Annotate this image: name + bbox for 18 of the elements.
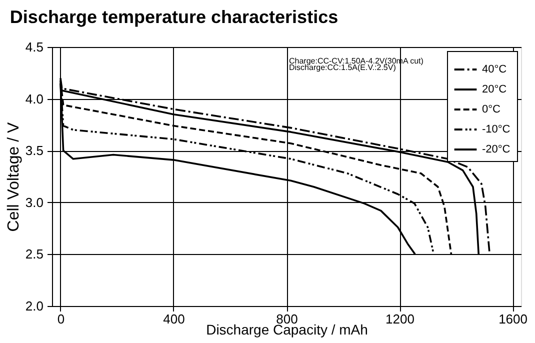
y-tick-label: 3.0 (25, 194, 44, 210)
legend-label: 20°C (482, 84, 507, 96)
y-tick-label: 4.5 (25, 40, 44, 54)
x-tick-label: 0 (57, 312, 65, 326)
legend-label: 0°C (482, 104, 501, 116)
chart-title: Discharge temperature characteristics (10, 7, 338, 27)
x-tick-label: 400 (163, 312, 185, 326)
annotation: Discharge:CC:1.5A(E.V.:2.5V) (289, 62, 396, 72)
legend-label: 40°C (482, 64, 507, 76)
legend-label: -20°C (482, 144, 510, 156)
y-tick-label: 2.5 (25, 246, 44, 262)
y-tick-label: 4.0 (25, 91, 44, 106)
legend-label: -10°C (482, 124, 510, 136)
x-tick-label: 1600 (498, 312, 528, 326)
x-tick-label: 1200 (386, 312, 414, 326)
y-tick-label: 3.5 (25, 143, 44, 158)
y-tick-label: 2.0 (25, 298, 44, 314)
y-axis-title: Cell Voltage / V (5, 122, 22, 232)
